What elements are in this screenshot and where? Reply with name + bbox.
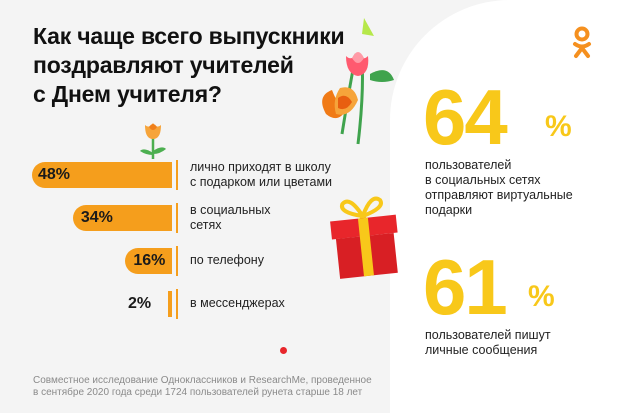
bar-divider-2 xyxy=(176,203,178,233)
footnote-line-1: Совместное исследование Одноклассников и… xyxy=(33,375,372,386)
bar-category-label-1-line-1: лично приходят в школу xyxy=(190,160,331,174)
bar-3 xyxy=(125,248,172,274)
decorative-dot xyxy=(280,347,287,354)
gift-box-icon xyxy=(330,196,398,279)
stat-unit-2: % xyxy=(528,280,555,313)
bar-divider-1 xyxy=(176,160,178,190)
page-title: Как чаще всего выпускники поздравляют уч… xyxy=(33,22,393,109)
bar-category-label-2: в социальных сетях xyxy=(190,203,271,233)
bar-2 xyxy=(72,205,172,231)
bar-category-label-2-line-1: в социальных xyxy=(190,203,271,217)
bar-category-label-3: по телефону xyxy=(190,253,264,268)
stat-text-2-line-2: личные сообщения xyxy=(425,343,538,357)
footnote-line-2: в сентябре 2020 года среди 1724 пользова… xyxy=(33,387,363,398)
bar-value-label-4: 2% xyxy=(128,295,152,312)
stat-text-1-line-4: подарки xyxy=(425,203,473,217)
bar-divider-3 xyxy=(176,246,178,276)
title-line-1: Как чаще всего выпускники xyxy=(33,23,345,49)
bar-value-label-1: 48% xyxy=(38,166,71,183)
bar-category-label-1: лично приходят в школу с подарком или цве… xyxy=(190,160,332,190)
stat-text-1-line-2: в социальных сетях xyxy=(425,173,541,187)
stat-number-1: 64 xyxy=(423,73,508,161)
stat-number-2: 61 xyxy=(423,243,508,331)
stat-text-1: пользователей в социальных сетях отправл… xyxy=(425,158,573,218)
flower-bouquet-icon xyxy=(322,18,394,145)
title-line-3: с Днем учителя? xyxy=(33,81,222,107)
bar-4 xyxy=(168,291,172,317)
title-line-2: поздравляют учителей xyxy=(33,52,294,78)
bar-divider-4 xyxy=(176,289,178,319)
footnote: Совместное исследование Одноклассников и… xyxy=(33,375,372,399)
bar-1 xyxy=(32,162,172,188)
bar-category-label-2-line-2: сетях xyxy=(190,218,222,232)
right-panel xyxy=(390,0,620,413)
stat-text-1-line-1: пользователей xyxy=(425,158,512,172)
odnoklassniki-logo-icon xyxy=(573,26,591,58)
stat-text-2-line-1: пользователей пишут xyxy=(425,328,551,342)
stat-unit-1: % xyxy=(545,110,572,143)
stat-text-1-line-3: отправляют виртуальные xyxy=(425,188,573,202)
bar-category-label-4-line-1: в мессенджерах xyxy=(190,296,285,310)
stat-text-2: пользователей пишут личные сообщения xyxy=(425,328,551,358)
tulip-icon xyxy=(140,123,166,159)
bar-category-label-1-line-2: с подарком или цветами xyxy=(190,175,333,189)
bar-category-label-3-line-1: по телефону xyxy=(190,253,264,267)
bar-value-label-2: 34% xyxy=(80,209,113,226)
bar-category-label-4: в мессенджерах xyxy=(190,296,285,311)
bar-value-label-3: 16% xyxy=(133,252,166,269)
